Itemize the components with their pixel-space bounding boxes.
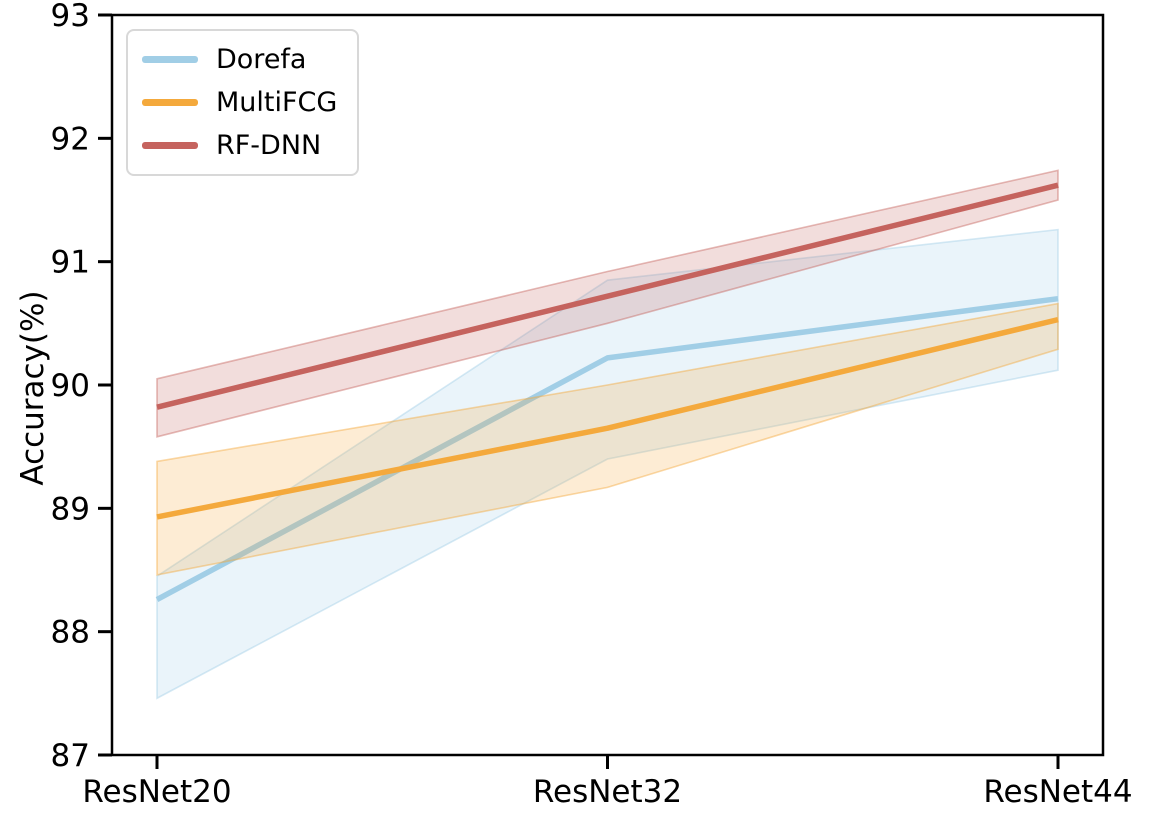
x-tick-label: ResNet44 xyxy=(983,774,1132,810)
x-tick-label: ResNet32 xyxy=(533,774,682,810)
y-tick-label: 93 xyxy=(51,0,90,34)
legend-item-dorefa: Dorefa xyxy=(142,43,337,77)
legend-item-rf-dnn: RF-DNN xyxy=(142,129,337,163)
y-tick-label: 88 xyxy=(51,615,90,651)
legend-line-swatch xyxy=(142,99,198,107)
series-line-dorefa xyxy=(155,295,1059,603)
y-axis-label: Accuracy(%) xyxy=(15,290,51,486)
series-line-multifcg xyxy=(156,316,1059,520)
legend-line-swatch xyxy=(142,141,198,149)
legend-label: MultiFCG xyxy=(216,86,338,118)
legend-line-swatch xyxy=(142,56,198,64)
legend-item-multifcg: MultiFCG xyxy=(142,86,337,120)
y-tick-label: 92 xyxy=(51,121,90,157)
y-tick-label: 87 xyxy=(51,738,90,774)
x-tick-label: ResNet20 xyxy=(82,774,231,810)
series-line-rf-dnn xyxy=(156,182,1059,410)
legend-label: RF-DNN xyxy=(216,129,322,161)
legend: Dorefa MultiFCG RF-DNN xyxy=(126,29,360,177)
y-tick-label: 91 xyxy=(51,245,90,281)
confidence-band-rf-dnn xyxy=(156,169,1059,438)
y-tick-label: 89 xyxy=(51,491,90,527)
legend-label: Dorefa xyxy=(216,44,307,75)
y-tick-label: 90 xyxy=(51,368,90,404)
confidence-band-dorefa xyxy=(156,228,1059,700)
